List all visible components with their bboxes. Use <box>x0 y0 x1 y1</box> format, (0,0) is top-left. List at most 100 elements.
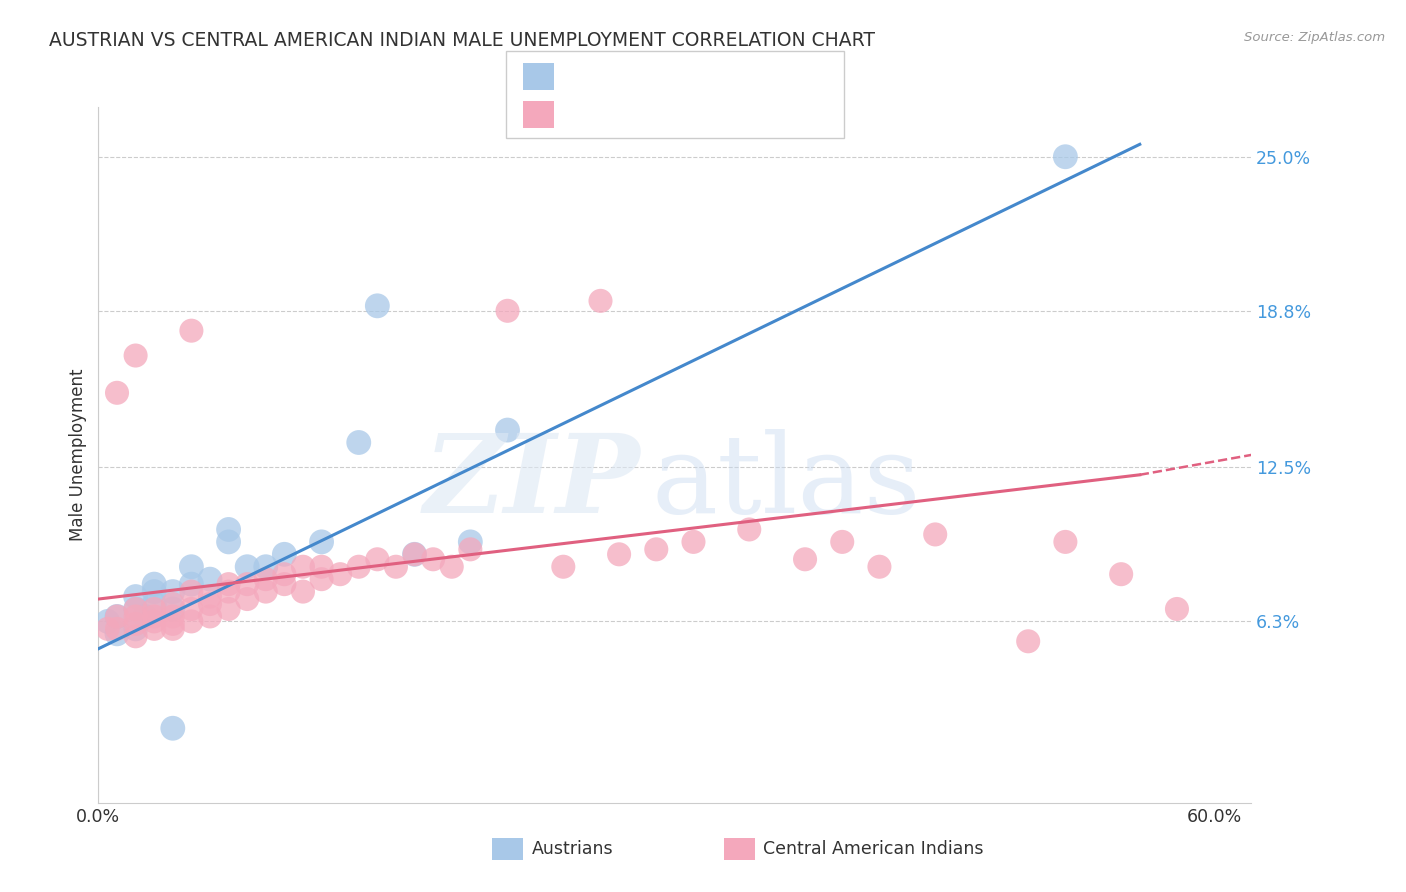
Point <box>124 602 146 616</box>
Point <box>291 584 314 599</box>
Text: 28: 28 <box>697 66 723 85</box>
Point <box>254 572 277 586</box>
Point <box>366 552 388 566</box>
Point <box>236 592 259 607</box>
Text: ZIP: ZIP <box>423 429 640 536</box>
Point <box>162 616 184 631</box>
Point <box>347 559 370 574</box>
Point <box>1054 534 1077 549</box>
Point <box>105 609 128 624</box>
Point <box>218 602 240 616</box>
Point <box>329 567 352 582</box>
Point <box>180 559 202 574</box>
Point <box>162 597 184 611</box>
Point <box>1109 567 1132 582</box>
Point <box>460 542 482 557</box>
Point <box>496 303 519 318</box>
Point <box>924 527 946 541</box>
Point <box>143 609 166 624</box>
Point <box>218 534 240 549</box>
Point <box>198 609 221 624</box>
Point <box>236 577 259 591</box>
Point <box>105 385 128 400</box>
Text: Central American Indians: Central American Indians <box>763 840 984 858</box>
Point <box>311 534 333 549</box>
Text: R =: R = <box>565 104 605 123</box>
Point <box>273 547 295 561</box>
Point <box>162 622 184 636</box>
Point <box>143 597 166 611</box>
Point <box>496 423 519 437</box>
Point <box>607 547 630 561</box>
Point <box>105 627 128 641</box>
Point <box>440 559 463 574</box>
Point <box>143 622 166 636</box>
Point <box>97 615 120 629</box>
Text: atlas: atlas <box>652 429 921 536</box>
Point <box>682 534 704 549</box>
Point <box>124 602 146 616</box>
Point <box>180 602 202 616</box>
Point <box>105 609 128 624</box>
Text: R =: R = <box>565 66 605 85</box>
Point <box>180 577 202 591</box>
Point <box>366 299 388 313</box>
Point <box>311 572 333 586</box>
Point <box>97 622 120 636</box>
Point <box>422 552 444 566</box>
Point <box>254 584 277 599</box>
Point <box>124 590 146 604</box>
Point <box>404 547 426 561</box>
Point <box>236 559 259 574</box>
Point <box>645 542 668 557</box>
Point <box>143 577 166 591</box>
Text: Austrians: Austrians <box>531 840 613 858</box>
Point <box>1054 150 1077 164</box>
Point <box>1017 634 1039 648</box>
Point <box>162 584 184 599</box>
Point <box>198 572 221 586</box>
Y-axis label: Male Unemployment: Male Unemployment <box>69 368 87 541</box>
Point <box>273 567 295 582</box>
Text: Source: ZipAtlas.com: Source: ZipAtlas.com <box>1244 31 1385 45</box>
Point <box>198 590 221 604</box>
Point <box>831 534 853 549</box>
Point <box>794 552 817 566</box>
Point <box>738 523 761 537</box>
Point <box>180 615 202 629</box>
Text: 60: 60 <box>697 104 723 123</box>
Point <box>180 584 202 599</box>
Point <box>291 559 314 574</box>
Text: N =: N = <box>654 104 706 123</box>
Point <box>124 616 146 631</box>
Point <box>162 602 184 616</box>
Point <box>311 559 333 574</box>
Point <box>162 609 184 624</box>
Point <box>553 559 575 574</box>
Point <box>404 547 426 561</box>
Text: 0.728: 0.728 <box>603 66 661 85</box>
Text: 0.262: 0.262 <box>603 104 659 123</box>
Point <box>1166 602 1188 616</box>
Point <box>124 629 146 643</box>
Point <box>143 615 166 629</box>
Point <box>589 293 612 308</box>
Point <box>134 609 156 624</box>
Point <box>124 622 146 636</box>
Point <box>218 523 240 537</box>
Point <box>385 559 408 574</box>
Text: AUSTRIAN VS CENTRAL AMERICAN INDIAN MALE UNEMPLOYMENT CORRELATION CHART: AUSTRIAN VS CENTRAL AMERICAN INDIAN MALE… <box>49 31 875 50</box>
Point <box>218 584 240 599</box>
Point <box>180 324 202 338</box>
Point <box>347 435 370 450</box>
Point <box>124 349 146 363</box>
Point <box>143 584 166 599</box>
Point <box>868 559 890 574</box>
Point <box>254 559 277 574</box>
Point <box>105 622 128 636</box>
Point <box>218 577 240 591</box>
Point <box>143 602 166 616</box>
Text: N =: N = <box>654 66 706 85</box>
Point <box>198 597 221 611</box>
Point <box>460 534 482 549</box>
